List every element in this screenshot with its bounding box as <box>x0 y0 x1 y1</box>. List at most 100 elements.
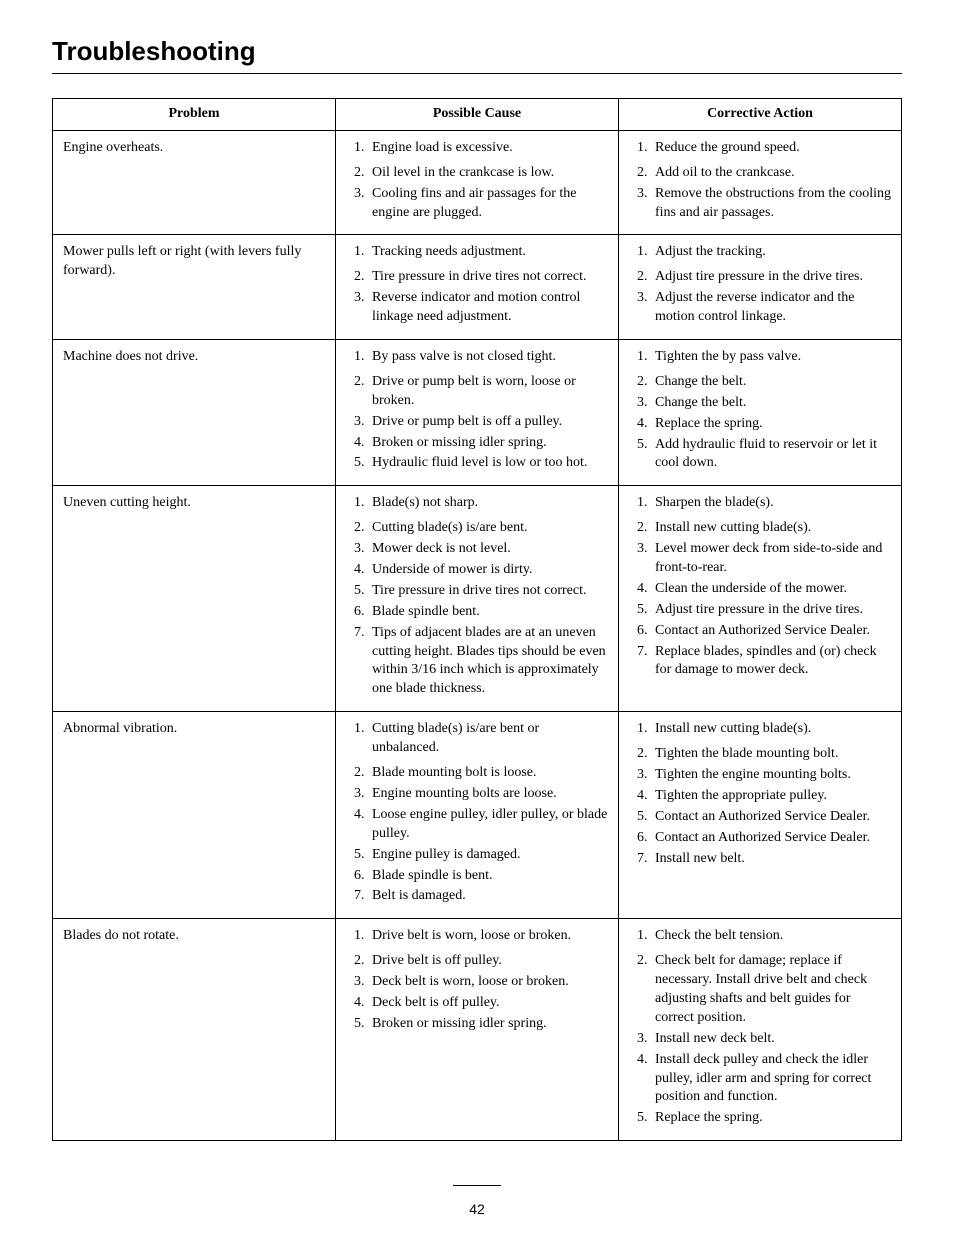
table-row: Uneven cutting height.Blade(s) not sharp… <box>53 486 902 712</box>
cell-problem: Mower pulls left or right (with levers f… <box>53 235 336 340</box>
action-item: Sharpen the blade(s). <box>651 494 891 513</box>
action-item: Tighten the blade mounting bolt. <box>651 745 891 764</box>
cause-item: Deck belt is off pulley. <box>368 994 608 1013</box>
cause-item: Broken or missing idler spring. <box>368 1015 608 1034</box>
cause-item: Blade spindle bent. <box>368 603 608 622</box>
action-item: Level mower deck from side-to-side and f… <box>651 540 891 578</box>
header-problem: Problem <box>53 99 336 131</box>
cell-action: Tighten the by pass valve. Change the bel… <box>619 340 902 486</box>
cause-item: Mower deck is not level. <box>368 540 608 559</box>
action-item: Replace blades, spindles and (or) check … <box>651 643 891 681</box>
cause-item: Blade spindle is bent. <box>368 867 608 886</box>
cell-problem: Uneven cutting height. <box>53 486 336 712</box>
page-number-rule <box>453 1185 501 1186</box>
action-item: Reduce the ground speed. <box>651 139 891 158</box>
action-item: Change the belt. <box>651 373 891 392</box>
cause-item: Drive or pump belt is worn, loose or bro… <box>368 373 608 411</box>
cause-item: Blade(s) not sharp. <box>368 494 608 513</box>
cause-item: Tracking needs adjustment. <box>368 243 608 262</box>
action-item: Tighten the appropriate pulley. <box>651 787 891 806</box>
cause-list: Blade(s) not sharp.Cutting blade(s) is/a… <box>346 494 608 699</box>
action-item: Adjust tire pressure in the drive tires. <box>651 268 891 287</box>
troubleshoot-table: Problem Possible Cause Corrective Action… <box>52 98 902 1141</box>
action-list: Tighten the by pass valve. Change the bel… <box>629 348 891 473</box>
action-item: Install new belt. <box>651 850 891 869</box>
cause-item: Deck belt is worn, loose or broken. <box>368 973 608 992</box>
cause-item: Oil level in the crankcase is low. <box>368 164 608 183</box>
table-row: Mower pulls left or right (with levers f… <box>53 235 902 340</box>
cause-item: Engine pulley is damaged. <box>368 846 608 865</box>
action-item: Contact an Authorized Service Dealer. <box>651 808 891 827</box>
action-item: Contact an Authorized Service Dealer. <box>651 622 891 641</box>
cell-cause: By pass valve is not closed tight. Drive … <box>336 340 619 486</box>
action-list: Adjust the tracking. Adjust tire pressure… <box>629 243 891 327</box>
cause-item: Tire pressure in drive tires not correct… <box>368 268 608 287</box>
cause-item: Engine load is excessive. <box>368 139 608 158</box>
action-item: Remove the obstructions from the cooling… <box>651 185 891 223</box>
cause-item: Broken or missing idler spring. <box>368 434 608 453</box>
cause-item: Belt is damaged. <box>368 887 608 906</box>
cause-item: Engine mounting bolts are loose. <box>368 785 608 804</box>
cell-action: Adjust the tracking. Adjust tire pressure… <box>619 235 902 340</box>
cause-list: Drive belt is worn, loose or broken. Driv… <box>346 927 608 1033</box>
action-list: Install new cutting blade(s). Tighten the… <box>629 720 891 868</box>
action-item: Replace the spring. <box>651 415 891 434</box>
cause-item: Hydraulic fluid level is low or too hot. <box>368 454 608 473</box>
cell-problem: Engine overheats. <box>53 130 336 235</box>
action-item: Add oil to the crankcase. <box>651 164 891 183</box>
action-list: Reduce the ground speed. Add oil to the c… <box>629 139 891 223</box>
cause-item: Drive or pump belt is off a pulley. <box>368 413 608 432</box>
action-item: Adjust tire pressure in the drive tires. <box>651 601 891 620</box>
cause-item: Blade mounting bolt is loose. <box>368 764 608 783</box>
title-rule <box>52 73 902 74</box>
page-title: Troubleshooting <box>52 36 902 67</box>
cell-problem: Abnormal vibration. <box>53 712 336 919</box>
action-item: Check belt for damage; replace if necess… <box>651 952 891 1028</box>
cell-cause: Tracking needs adjustment. Tire pressure … <box>336 235 619 340</box>
action-item: Install deck pulley and check the idler … <box>651 1051 891 1108</box>
cell-problem: Blades do not rotate. <box>53 919 336 1141</box>
cause-item: By pass valve is not closed tight. <box>368 348 608 367</box>
action-item: Check the belt tension. <box>651 927 891 946</box>
cell-action: Install new cutting blade(s). Tighten the… <box>619 712 902 919</box>
action-item: Add hydraulic fluid to reservoir or let … <box>651 436 891 474</box>
cell-cause: Cutting blade(s) is/are bent or unbalanc… <box>336 712 619 919</box>
cell-cause: Drive belt is worn, loose or broken. Driv… <box>336 919 619 1141</box>
cell-action: Reduce the ground speed. Add oil to the c… <box>619 130 902 235</box>
action-item: Change the belt. <box>651 394 891 413</box>
action-item: Clean the underside of the mower. <box>651 580 891 599</box>
cell-cause: Engine load is excessive. Oil level in th… <box>336 130 619 235</box>
table-row: Machine does not drive.By pass valve is … <box>53 340 902 486</box>
action-item: Install new cutting blade(s). <box>651 720 891 739</box>
header-action: Corrective Action <box>619 99 902 131</box>
cause-item: Loose engine pulley, idler pulley, or bl… <box>368 806 608 844</box>
cause-item: Tire pressure in drive tires not correct… <box>368 582 608 601</box>
cause-list: Cutting blade(s) is/are bent or unbalanc… <box>346 720 608 906</box>
cell-cause: Blade(s) not sharp.Cutting blade(s) is/a… <box>336 486 619 712</box>
cause-item: Underside of mower is dirty. <box>368 561 608 580</box>
action-item: Tighten the by pass valve. <box>651 348 891 367</box>
cause-item: Cooling fins and air passages for the en… <box>368 185 608 223</box>
table-row: Blades do not rotate.Drive belt is worn,… <box>53 919 902 1141</box>
cause-list: Tracking needs adjustment. Tire pressure … <box>346 243 608 327</box>
cell-action: Check the belt tension. Check belt for da… <box>619 919 902 1141</box>
table-row: Abnormal vibration. Cutting blade(s) is/a… <box>53 712 902 919</box>
cause-item: Cutting blade(s) is/are bent or unbalanc… <box>368 720 608 758</box>
action-item: Install new deck belt. <box>651 1030 891 1049</box>
cell-action: Sharpen the blade(s). Install new cutting… <box>619 486 902 712</box>
action-item: Adjust the tracking. <box>651 243 891 262</box>
cause-item: Drive belt is worn, loose or broken. <box>368 927 608 946</box>
action-item: Install new cutting blade(s). <box>651 519 891 538</box>
cause-item: Reverse indicator and motion control lin… <box>368 289 608 327</box>
action-item: Contact an Authorized Service Dealer. <box>651 829 891 848</box>
header-cause: Possible Cause <box>336 99 619 131</box>
cause-list: Engine load is excessive. Oil level in th… <box>346 139 608 223</box>
table-body: Engine overheats.Engine load is excessiv… <box>53 130 902 1140</box>
table-row: Engine overheats.Engine load is excessiv… <box>53 130 902 235</box>
action-list: Check the belt tension. Check belt for da… <box>629 927 891 1128</box>
page-number: 42 <box>0 1183 954 1217</box>
cell-problem: Machine does not drive. <box>53 340 336 486</box>
cause-item: Tips of adjacent blades are at an uneven… <box>368 624 608 700</box>
table-header-row: Problem Possible Cause Corrective Action <box>53 99 902 131</box>
cause-item: Drive belt is off pulley. <box>368 952 608 971</box>
